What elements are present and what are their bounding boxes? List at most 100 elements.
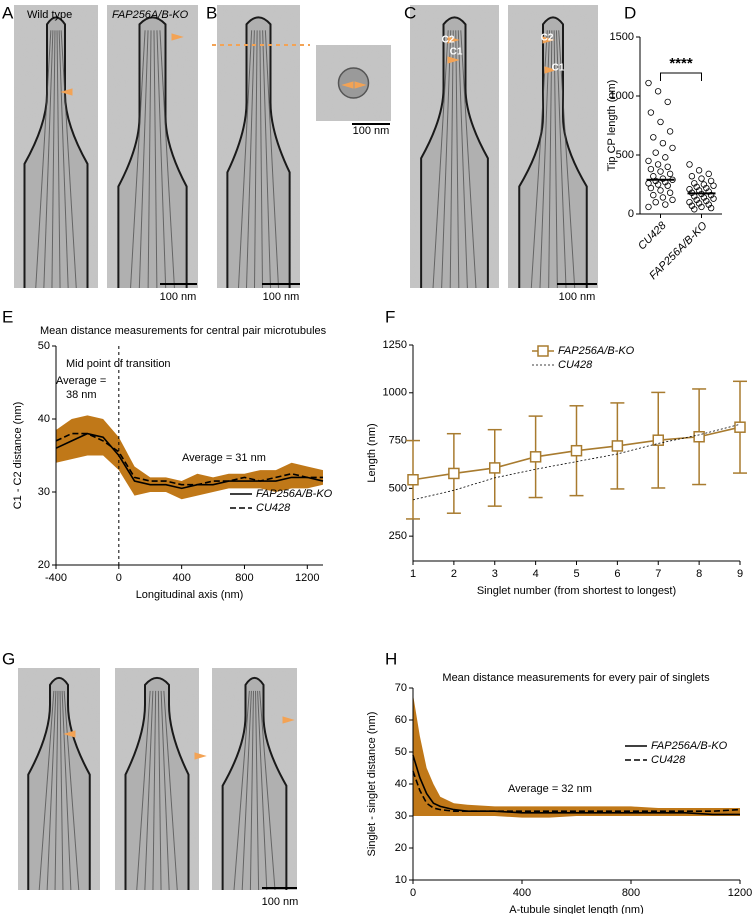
data-point	[654, 181, 662, 188]
y-tick-label: 40	[38, 413, 50, 425]
series-line	[412, 770, 741, 812]
x-tick-label: 2	[451, 568, 457, 580]
x-tick-label: 8	[696, 568, 702, 580]
arrow	[447, 56, 460, 64]
y-tick-label: 50	[395, 746, 407, 758]
panel-letter: G	[2, 649, 15, 668]
data-point	[664, 163, 671, 170]
panel-letter: F	[385, 307, 395, 326]
micrograph	[508, 5, 598, 289]
microtubule	[233, 690, 250, 891]
legend-label: CU428	[558, 359, 593, 371]
microtubule	[63, 690, 80, 891]
microtubule	[460, 30, 477, 289]
data-point	[650, 191, 657, 199]
y-tick-label: 10	[395, 874, 407, 886]
marker	[448, 467, 460, 480]
legend-label: FAP256A/B-KO	[256, 488, 333, 500]
arrow	[171, 33, 184, 41]
x-tick-label: CU428	[636, 219, 669, 252]
y-tick-label: 70	[395, 682, 407, 694]
scale-bar-label: 100 nm	[559, 291, 596, 303]
y-axis-label: C1 - C2 distance (nm)	[12, 402, 24, 510]
data-point	[688, 173, 696, 180]
y-tick-label: 1500	[610, 31, 634, 43]
axoneme-body	[226, 16, 291, 288]
microtubule	[56, 30, 61, 289]
data-point	[695, 167, 703, 174]
panel-letter: H	[385, 649, 397, 668]
y-tick-label: 750	[389, 434, 407, 446]
x-tick-label: 7	[655, 568, 661, 580]
legend-label: CU428	[256, 502, 291, 514]
microtubule	[35, 30, 52, 289]
data-point	[710, 195, 717, 202]
y-tick-label: 60	[395, 714, 407, 726]
marker	[529, 451, 542, 463]
microtubule	[262, 30, 272, 289]
image-label: Wild type	[27, 9, 72, 21]
axoneme-body	[117, 16, 188, 288]
scale-bar-label: 100 nm	[263, 291, 300, 303]
x-tick-label: 0	[410, 887, 416, 899]
y-tick-label: 1000	[610, 90, 634, 102]
x-tick-label: 4	[533, 568, 539, 580]
microtubule	[548, 30, 553, 289]
panel-letter: D	[624, 3, 636, 22]
band	[413, 694, 740, 818]
arrow	[63, 730, 76, 738]
y-tick-label: 20	[38, 559, 50, 571]
scale-bar-label: 100 nm	[160, 291, 197, 303]
microtubule	[259, 690, 276, 891]
c-label: C1	[450, 47, 463, 58]
microtubule	[156, 30, 167, 289]
data-point	[657, 118, 664, 126]
band	[56, 415, 323, 500]
y-axis-label: Singlet - singlet distance (nm)	[366, 712, 378, 857]
microtubule	[38, 690, 55, 891]
series-line	[55, 432, 324, 490]
panel-letter: B	[206, 3, 217, 22]
microtubule	[159, 30, 175, 289]
annotation: Average = 32 nm	[508, 783, 592, 795]
data-point	[662, 201, 669, 208]
marker	[489, 462, 501, 474]
data-point	[669, 144, 676, 152]
x-axis-label: Singlet number (from shortest to longest…	[477, 585, 676, 597]
scale-bar-label: 100 nm	[262, 896, 299, 908]
x-tick-label: 1	[410, 568, 416, 580]
microtubule	[59, 690, 64, 891]
microtubule	[259, 30, 264, 289]
y-tick-label: 0	[628, 208, 634, 220]
image-label: FAP256A/B-KO	[112, 9, 189, 21]
y-tick-label: 30	[395, 810, 407, 822]
micrograph	[115, 668, 199, 891]
microtubule	[138, 30, 149, 289]
panel-letter: A	[2, 3, 14, 22]
y-tick-label: 500	[389, 482, 407, 494]
data-point	[647, 109, 655, 116]
data-point	[645, 203, 652, 211]
micrograph	[212, 668, 297, 891]
data-point	[691, 206, 698, 213]
x-tick-label: 0	[116, 572, 122, 584]
data-point	[705, 170, 712, 178]
data-point	[669, 196, 676, 204]
arrow	[542, 36, 555, 44]
x-tick-label: 800	[622, 887, 640, 899]
arrow	[354, 81, 367, 89]
arrow	[194, 752, 207, 760]
axoneme-body	[420, 16, 489, 288]
data-point	[686, 161, 693, 168]
x-tick-label: 9	[737, 568, 743, 580]
micrograph	[410, 5, 499, 289]
data-point	[666, 128, 674, 135]
data-point	[707, 204, 715, 212]
data-point	[659, 139, 667, 147]
arrow	[282, 716, 295, 724]
scale-bar-label: 100 nm	[353, 125, 390, 137]
y-tick-label: 250	[389, 530, 407, 542]
marker	[611, 440, 624, 452]
microtubule	[58, 30, 69, 289]
